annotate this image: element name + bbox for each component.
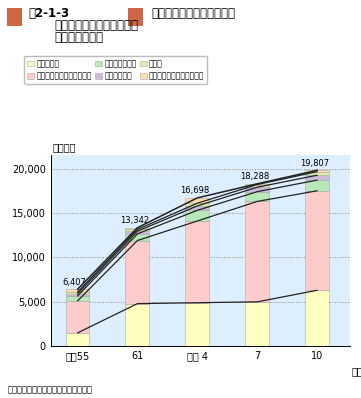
Bar <box>305 180 329 191</box>
Bar <box>245 184 269 185</box>
Bar <box>186 206 209 210</box>
Bar <box>245 187 269 192</box>
Bar <box>126 228 149 229</box>
Bar <box>66 294 90 296</box>
Bar <box>126 231 149 234</box>
Bar <box>305 170 329 172</box>
Text: （年度間）: （年度間） <box>351 366 361 376</box>
Bar <box>305 172 329 175</box>
Bar <box>66 292 90 294</box>
Bar <box>305 290 329 346</box>
Bar <box>245 192 269 201</box>
Text: 13,342: 13,342 <box>120 216 149 225</box>
Bar <box>186 303 209 346</box>
Bar <box>126 304 149 346</box>
Bar <box>305 175 329 180</box>
Legend: 教育委員会, 公民館（類似施設を含む）, 青少年教育施設, 女性教育施設, 図書館, 博物館（類似施設を含む）: 教育委員会, 公民館（類似施設を含む）, 青少年教育施設, 女性教育施設, 図書… <box>25 56 208 84</box>
Text: （資料）文部科学省「社会教育調査」: （資料）文部科学省「社会教育調査」 <box>7 386 92 395</box>
Bar <box>126 240 149 304</box>
Text: 18,288: 18,288 <box>240 172 269 181</box>
Bar <box>186 221 209 303</box>
Bar <box>66 289 90 292</box>
Bar <box>126 229 149 231</box>
Text: 会教施設における学級・講: 会教施設における学級・講 <box>54 19 138 32</box>
Bar <box>186 210 209 221</box>
Text: 16,698: 16,698 <box>180 186 209 195</box>
Bar <box>66 296 90 301</box>
Text: 教育委員会及び公民館等社: 教育委員会及び公民館等社 <box>152 7 236 20</box>
Bar <box>245 201 269 302</box>
Bar <box>186 198 209 203</box>
Bar <box>245 302 269 346</box>
Bar <box>66 301 90 333</box>
Bar <box>305 191 329 290</box>
Text: 6,407: 6,407 <box>62 278 86 287</box>
Text: （千人）: （千人） <box>52 142 76 152</box>
Bar <box>66 333 90 346</box>
Text: 座等の受講者数: 座等の受講者数 <box>54 31 103 44</box>
Bar <box>245 185 269 187</box>
Bar <box>186 203 209 206</box>
Text: 19,807: 19,807 <box>300 158 329 168</box>
Text: 図2-1-3: 図2-1-3 <box>29 7 70 20</box>
Bar <box>126 234 149 240</box>
